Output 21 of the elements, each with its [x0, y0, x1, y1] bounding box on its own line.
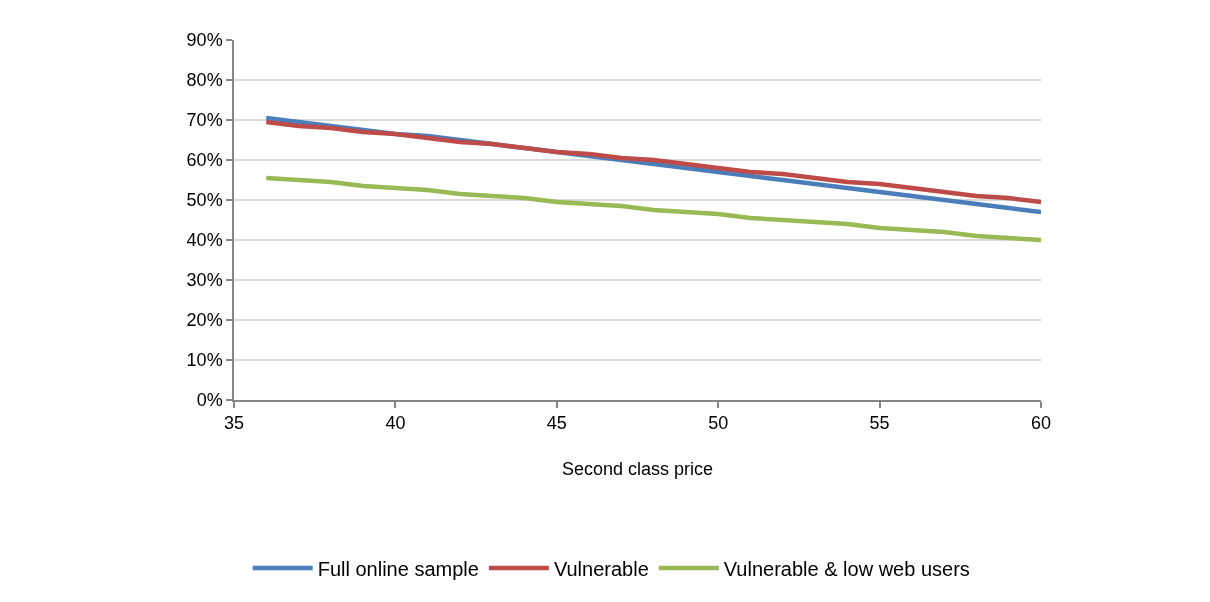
legend-label: Full online sample: [317, 557, 479, 580]
legend-label: Vulnerable & low web users: [723, 557, 970, 580]
y-tick-label: 90%: [186, 30, 223, 51]
y-tick-label: 30%: [186, 270, 223, 291]
x-tick-label: 50: [708, 413, 729, 434]
x-tick-label: 55: [869, 413, 890, 434]
y-tick-label: 10%: [186, 350, 223, 371]
y-tick-label: 80%: [186, 70, 223, 91]
y-tick-label: 60%: [186, 150, 223, 171]
y-tick-label: 70%: [186, 110, 223, 131]
y-tick-label: 0%: [196, 390, 223, 411]
legend-label: Vulnerable: [553, 557, 649, 580]
x-tick-label: 45: [546, 413, 567, 434]
y-tick-label: 50%: [186, 190, 223, 211]
x-axis-title: Second class price: [561, 458, 714, 479]
x-tick-label: 40: [385, 413, 406, 434]
x-tick-label: 35: [223, 413, 245, 434]
x-tick-label: 60: [1030, 413, 1052, 434]
line-series: [264, 175, 1041, 243]
y-tick-label: 20%: [186, 310, 223, 331]
y-tick-label: 40%: [186, 230, 223, 251]
